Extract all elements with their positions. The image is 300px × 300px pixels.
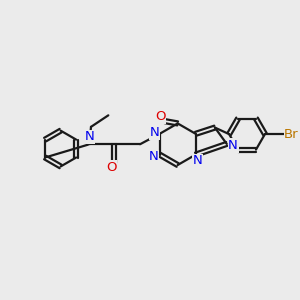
Text: O: O [155,110,166,123]
Text: N: N [228,139,238,152]
Text: N: N [85,130,94,143]
Text: N: N [192,154,202,167]
Text: N: N [148,150,158,164]
Text: N: N [150,126,159,139]
Text: O: O [106,161,116,174]
Text: Br: Br [284,128,299,141]
